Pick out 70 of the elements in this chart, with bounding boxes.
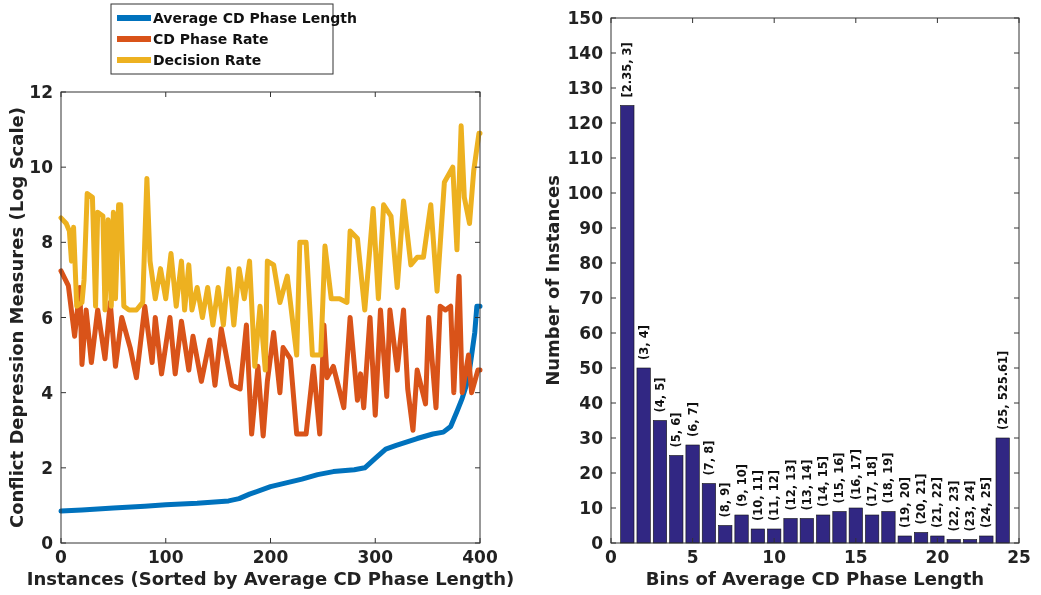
y-tick-label: 70 [579, 288, 604, 308]
annotation: (19, 20] [897, 477, 912, 528]
x-tick-label: 300 [357, 547, 394, 567]
y-tick-label: 2 [41, 457, 53, 478]
y-tick-label: 0 [591, 533, 604, 553]
bar [652, 420, 667, 544]
y-tick-label: 10 [579, 498, 604, 518]
y-tick-label: 4 [41, 382, 54, 403]
annotation: (18, 19] [881, 452, 896, 504]
annotation: (7, 8] [701, 440, 716, 476]
x-tick-label: 20 [925, 547, 950, 567]
y-tick-label: 0 [41, 533, 54, 553]
x-tick-label: 0 [55, 547, 68, 567]
x-tick-label: 10 [762, 547, 787, 567]
x-tick-label: 15 [843, 547, 868, 567]
bar [914, 532, 929, 544]
annotation: (11, 12] [767, 470, 782, 521]
x-tick-label: 0 [605, 547, 618, 567]
annotation: (17, 18] [865, 456, 880, 507]
y-tick-label: 60 [579, 323, 604, 343]
y-tick-label: 150 [567, 8, 604, 28]
y-tick-label: 8 [41, 232, 53, 253]
annotation: (14, 15] [816, 456, 831, 507]
y-tick-label: 90 [579, 218, 604, 238]
annotation: (21, 22] [930, 477, 945, 528]
x-tick-label: 5 [686, 547, 699, 567]
legend-label: Decision Rate [153, 52, 262, 68]
y-tick-label: 20 [579, 463, 604, 483]
y-axis-title: Conflict Depression Measures (Log Scale) [6, 106, 27, 529]
annotation: (20, 21] [914, 473, 929, 525]
y-tick-label: 140 [567, 43, 604, 63]
annotation: (15, 16] [832, 452, 847, 504]
x-tick-label: 100 [148, 547, 184, 567]
x-axis-title: Bins of Average CD Phase Length [645, 568, 985, 589]
y-tick-label: 40 [579, 393, 604, 413]
y-axis-title: Number of Instances [542, 175, 563, 386]
annotation: (25, 525.61] [995, 350, 1010, 430]
annotation: (16, 17] [848, 449, 863, 500]
annotation: (12, 13] [783, 459, 798, 511]
annotation: (6, 7] [685, 402, 700, 437]
y-tick-label: 120 [567, 113, 604, 133]
annotation: (9, 10] [734, 464, 749, 507]
x-tick-label: 200 [252, 547, 289, 567]
annotation: (5, 6] [669, 412, 684, 448]
annotation: (24, 25] [979, 477, 994, 528]
annotation: [2.35, 3] [620, 42, 635, 98]
annotation: (10, 11] [750, 470, 765, 521]
legend-label: Average CD Phase Length [153, 10, 357, 26]
y-tick-label: 30 [579, 428, 604, 448]
bar [865, 514, 880, 544]
y-tick-label: 130 [567, 78, 604, 98]
x-tick-label: 400 [462, 547, 498, 567]
annotation: (8, 9] [718, 482, 733, 518]
y-tick-label: 50 [579, 358, 604, 378]
bar [750, 528, 765, 544]
y-tick-label: 10 [29, 157, 54, 178]
y-tick-label: 100 [567, 183, 604, 203]
annotation: (22, 23] [946, 480, 961, 532]
legend-label: CD Phase Rate [153, 31, 269, 47]
y-tick-label: 80 [579, 253, 604, 273]
annotation: (3, 4] [636, 325, 651, 360]
annotation: (23, 24] [963, 480, 978, 532]
bar [701, 483, 716, 544]
annotation: (4, 5] [652, 377, 667, 413]
x-tick-label: 25 [1007, 547, 1031, 567]
y-tick-label: 110 [567, 148, 604, 168]
x-axis-title: Instances (Sorted by Average CD Phase Length) [26, 568, 515, 589]
y-tick-label: 6 [41, 307, 53, 328]
annotation: (13, 14] [799, 459, 814, 511]
y-tick-label: 12 [29, 82, 53, 102]
